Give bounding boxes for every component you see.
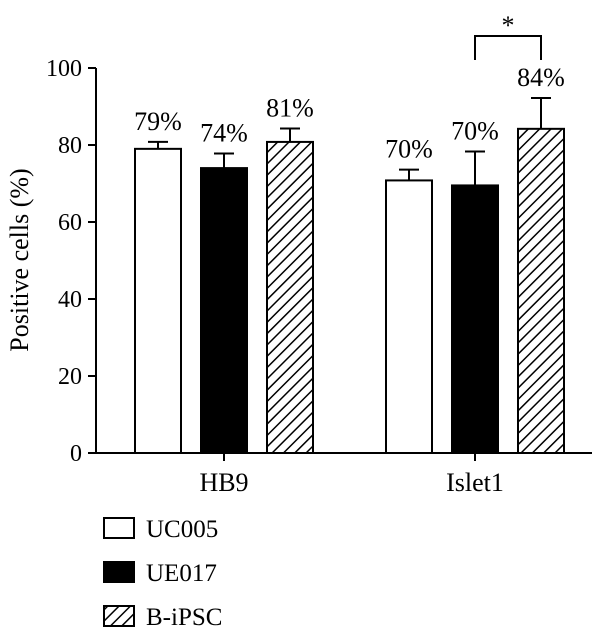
legend-swatch: [103, 517, 135, 539]
legend: UC005 UE017 B-iPSC: [103, 516, 222, 631]
data-label: 81%: [266, 93, 314, 122]
x-tick-label: HB9: [199, 468, 248, 497]
bar-uc005-hb9: [134, 147, 182, 454]
bar-b-ipsc-hb9: [266, 140, 314, 454]
bars: 79% 74% 81% HB9 70% 70% 84% Islet1: [134, 63, 565, 497]
x-tick-label: Islet1: [446, 468, 504, 497]
legend-label: B-iPSC: [146, 604, 222, 631]
bar-uc005-islet1: [385, 179, 433, 454]
y-tick-label: 60: [58, 210, 82, 236]
significance: *: [474, 11, 542, 60]
legend-swatch: [103, 605, 135, 627]
legend-label: UE017: [146, 560, 217, 587]
data-label: 70%: [385, 135, 433, 164]
y-ticks: 0 20 40 60 80 100: [46, 56, 96, 467]
data-label: 74%: [200, 118, 248, 147]
bar-b-ipsc-islet1: [517, 127, 565, 455]
data-label: 79%: [134, 107, 182, 136]
legend-label: UC005: [146, 516, 218, 543]
significance-marker: *: [502, 11, 515, 40]
legend-swatch: [103, 561, 135, 583]
bar-ue017-islet1: [451, 184, 499, 455]
bar-ue017-hb9: [200, 167, 248, 454]
significance-bracket: [474, 35, 542, 60]
y-tick-label: 0: [70, 441, 82, 467]
y-tick-label: 100: [46, 56, 82, 82]
data-label: 84%: [517, 63, 565, 92]
y-tick-label: 40: [58, 287, 82, 313]
y-axis-label: Positive cells (%): [5, 168, 34, 351]
y-tick-label: 80: [58, 133, 82, 159]
data-label: 70%: [451, 117, 499, 146]
y-tick-label: 20: [58, 364, 82, 390]
